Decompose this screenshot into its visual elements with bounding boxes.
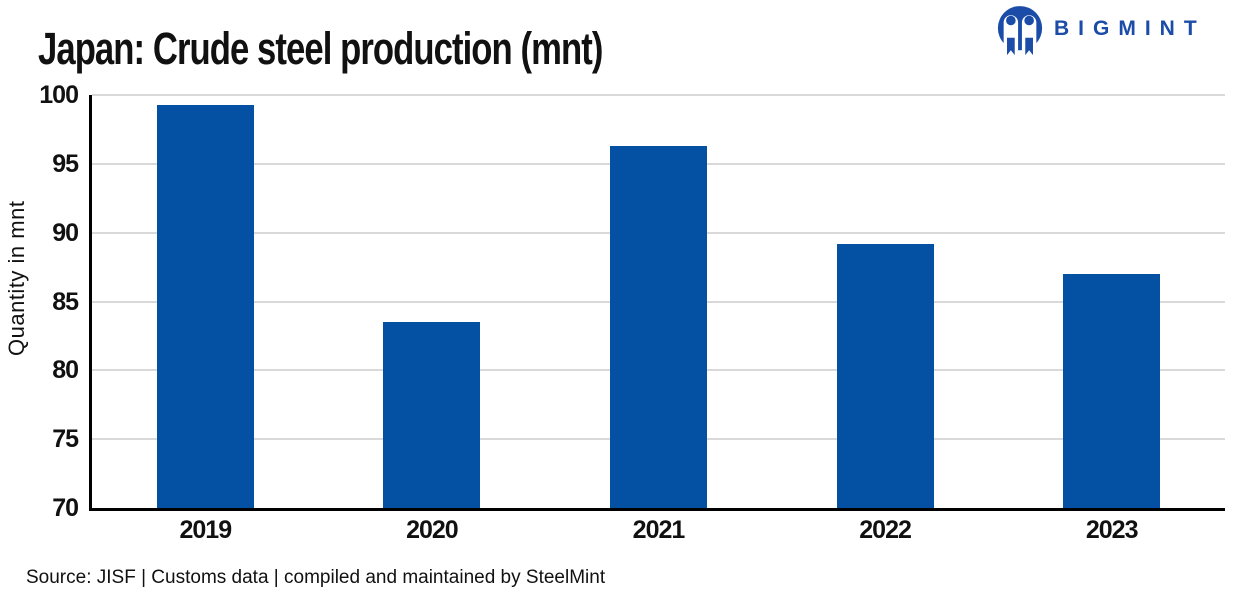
x-tick-label-2019: 2019 [179,516,232,544]
y-tick-label-95: 95 [52,149,79,178]
y-tick-label-90: 90 [52,218,79,247]
bar-2020 [383,322,481,508]
x-tick-label-2020: 2020 [406,516,459,544]
source-note: Source: JISF | Customs data | compiled a… [26,567,606,588]
bigmint-logo: BIGMINT [995,5,1206,61]
y-axis-ticks: 70 75 80 85 90 95 100 [0,81,79,522]
y-tick-label-75: 75 [52,425,79,454]
x-axis-labels: 2019 2020 2021 2022 2023 [92,513,1225,547]
x-tick-label-2022: 2022 [859,516,912,544]
bigmint-logo-icon [997,6,1043,56]
bar-2019 [156,104,254,508]
bar-2021 [610,145,707,508]
plot-area [89,94,1225,511]
bar-2023 [1063,273,1161,508]
x-tick-label-2023: 2023 [1085,516,1139,544]
y-tick-label-100: 100 [39,81,79,109]
bigmint-logo-text: BIGMINT [1054,17,1206,40]
x-tick-label-2021: 2021 [632,516,686,544]
gridline-100 [92,94,1225,96]
bar-2022 [836,243,934,508]
y-tick-label-85: 85 [52,287,79,316]
chart-title: Japan: Crude steel production (mnt) [38,23,603,74]
y-tick-label-70: 70 [52,494,79,522]
y-tick-label-80: 80 [52,356,79,385]
